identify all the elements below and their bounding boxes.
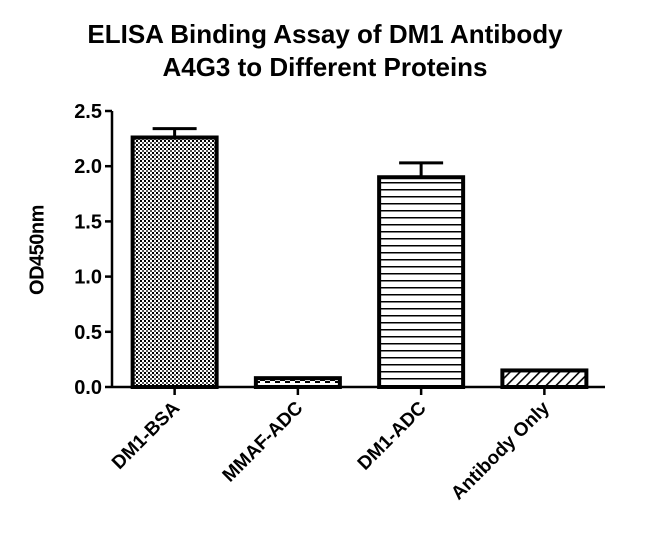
y-tick-label: 2.5 — [74, 101, 102, 123]
x-tick-label: DM1-ADC — [354, 397, 431, 474]
x-tick-labels: DM1-BSA MMAF-ADC DM1-ADC Antibody Only — [108, 397, 554, 504]
bar-dm1-bsa — [130, 135, 219, 389]
y-tick-label: 2.0 — [74, 156, 102, 178]
chart-title-line-1: ELISA Binding Assay of DM1 Antibody — [87, 19, 563, 49]
x-tick-label: DM1-BSA — [108, 397, 184, 473]
chart-title-line-2: A4G3 to Different Proteins — [162, 52, 488, 82]
x-tick-label: MMAF-ADC — [219, 397, 308, 486]
bar-dm1-adc — [377, 175, 466, 389]
y-tick-label: 1.0 — [74, 267, 102, 289]
y-tick-label: 0.0 — [74, 377, 102, 399]
bar-antibody-only — [500, 368, 589, 390]
y-tick-label: 1.5 — [74, 211, 102, 233]
y-tick-label: 0.5 — [74, 322, 102, 344]
axes: 0.0 0.5 1.0 1.5 2.0 2.5 — [74, 101, 605, 399]
x-tick-label: Antibody Only — [447, 397, 554, 504]
bar-mmaf-adc — [253, 376, 342, 389]
chart-title: ELISA Binding Assay of DM1 Antibody A4G3… — [0, 18, 650, 84]
bars — [130, 127, 589, 390]
